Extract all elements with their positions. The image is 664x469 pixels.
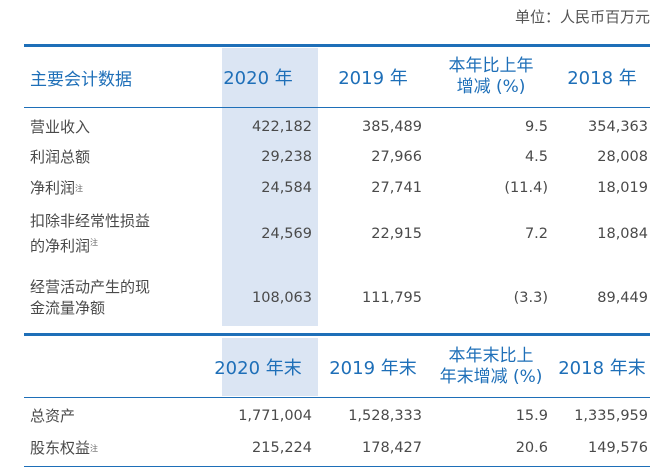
table-row: 股东权益注 215,224 178,427 20.6 149,576 (24, 432, 650, 464)
value-2019: 22,915 (371, 226, 422, 242)
header-2019: 2019 年 (338, 68, 408, 89)
value-2018: 354,363 (588, 119, 648, 135)
value-2020: 215,224 (252, 440, 312, 456)
value-2019: 178,427 (362, 440, 422, 456)
value-2020: 1,771,004 (238, 408, 312, 424)
row-label: 扣除非经常性损益 的净利润注 (30, 212, 151, 255)
header-change-line2: 增减 (%) (456, 77, 526, 97)
table-row: 利润总额 29,238 27,966 4.5 28,008 (24, 142, 650, 172)
row-label: 利润总额 (30, 147, 91, 166)
value-2020: 422,182 (252, 119, 312, 135)
value-change: 9.5 (524, 119, 548, 135)
table-row: 扣除非经常性损益 的净利润注 24,569 22,915 7.2 18,084 (24, 206, 650, 262)
footnote-mark: 注 (90, 238, 99, 247)
header-2020: 2020 年 (223, 68, 293, 89)
value-2019: 1,528,333 (348, 408, 422, 424)
unit-label: 单位：人民币百万元 (514, 8, 650, 26)
value-2018: 149,576 (588, 440, 648, 456)
highlight-2020-end-column (222, 338, 318, 396)
value-change: (3.3) (513, 290, 548, 306)
header-row: 主要会计数据 2020 年 2019 年 本年比上年 增减 (%) 2018 年 (24, 48, 650, 106)
header-row-2: 2020 年末 2019 年末 本年末比上 年末增减 (%) 2018 年末 (24, 338, 650, 396)
header-change-line1: 本年比上年 (448, 56, 534, 76)
header-2020-end: 2020 年末 (214, 358, 302, 379)
row-label: 净利润注 (30, 178, 84, 197)
value-change: 20.6 (515, 440, 548, 456)
row-label: 营业收入 (30, 117, 91, 136)
row-label: 股东权益注 (30, 438, 99, 457)
value-2019: 111,795 (362, 290, 422, 306)
header-label: 主要会计数据 (30, 69, 132, 90)
value-2020: 24,584 (261, 180, 312, 196)
header-change-end-line2: 年末增减 (%) (439, 367, 543, 387)
table-row: 营业收入 422,182 385,489 9.5 354,363 (24, 112, 650, 142)
header-change-end-line1: 本年末比上 (448, 346, 534, 366)
footnote-mark: 注 (90, 443, 99, 453)
table-row: 经营活动产生的现 金流量净额 108,063 111,795 (3.3) 89,4… (24, 270, 650, 326)
value-change: 15.9 (515, 408, 548, 424)
table-row: 净利润注 24,584 27,741 (11.4) 18,019 (24, 172, 650, 204)
value-2020: 24,569 (261, 226, 312, 242)
value-change: (11.4) (504, 180, 548, 196)
header-change: 本年比上年 增减 (%) (428, 48, 554, 106)
value-2018: 28,008 (597, 149, 648, 165)
header-2018-end: 2018 年末 (558, 358, 646, 379)
value-change: 4.5 (524, 149, 548, 165)
highlight-2020-column (222, 48, 318, 326)
value-2018: 18,019 (597, 180, 648, 196)
value-2019: 385,489 (362, 119, 422, 135)
header-rule (24, 107, 650, 108)
header-change-end: 本年末比上 年末增减 (%) (428, 338, 554, 396)
value-2018: 18,084 (597, 226, 648, 242)
header-2019-end: 2019 年末 (329, 358, 417, 379)
header-2018: 2018 年 (567, 68, 637, 89)
value-2018: 89,449 (597, 290, 648, 306)
value-2019: 27,966 (371, 149, 422, 165)
section-rule (24, 333, 650, 336)
bottom-rule (24, 466, 650, 467)
row-label: 经营活动产生的现 金流量净额 (30, 278, 151, 317)
value-2020: 29,238 (261, 149, 312, 165)
top-rule (24, 44, 650, 47)
value-change: 7.2 (524, 226, 548, 242)
footnote-mark: 注 (75, 183, 84, 193)
value-2018: 1,335,959 (574, 408, 648, 424)
value-2020: 108,063 (252, 290, 312, 306)
row-label: 总资产 (30, 406, 76, 425)
header-rule-2 (24, 397, 650, 398)
value-2019: 27,741 (371, 180, 422, 196)
table-row: 总资产 1,771,004 1,528,333 15.9 1,335,959 (24, 400, 650, 432)
